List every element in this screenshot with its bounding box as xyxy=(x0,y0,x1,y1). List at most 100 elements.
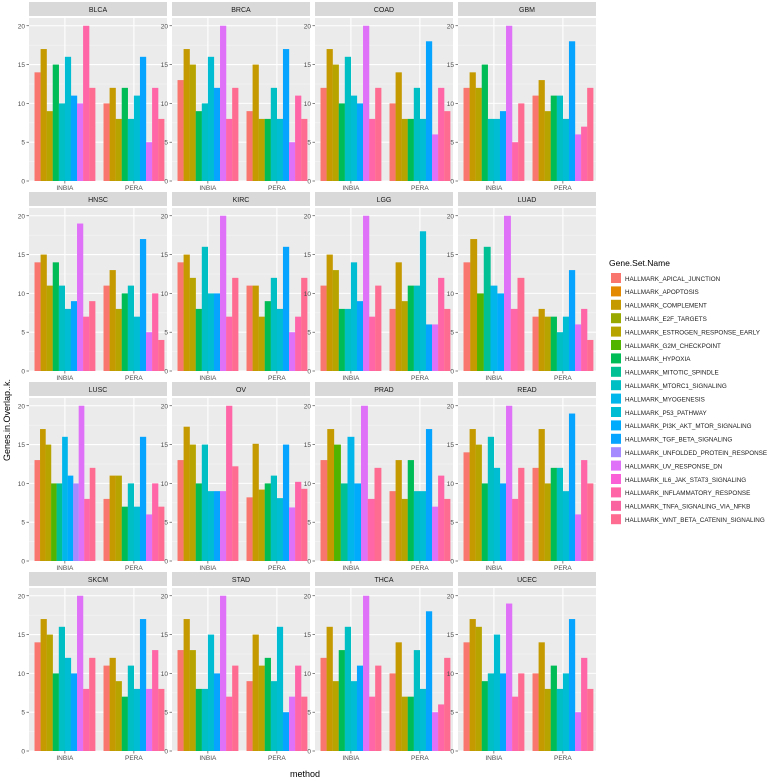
y-tick-label: 20 xyxy=(447,593,455,600)
bar xyxy=(532,467,539,561)
bar xyxy=(407,285,414,371)
bar xyxy=(276,308,284,371)
y-tick-label: 5 xyxy=(164,140,168,147)
bar xyxy=(246,681,253,751)
legend-item: HALLMARK_IL6_JAK_STAT3_SIGNALING xyxy=(611,474,746,484)
bar xyxy=(264,118,271,181)
bar xyxy=(207,293,215,371)
bar xyxy=(83,25,90,182)
y-tick-label: 0 xyxy=(450,749,454,756)
bar xyxy=(487,436,495,561)
bar xyxy=(213,293,221,371)
y-tick-label: 5 xyxy=(450,520,454,527)
facet-strip xyxy=(29,192,167,206)
y-tick-label: 15 xyxy=(304,442,312,449)
bar xyxy=(226,316,233,371)
bar xyxy=(510,308,518,371)
bar xyxy=(389,308,396,371)
y-tick-label: 5 xyxy=(307,330,311,337)
legend-title: Gene.Set.Name xyxy=(609,258,670,268)
bar xyxy=(320,657,327,751)
bar xyxy=(470,239,478,371)
facet-panels: BLCA 0 5 10 15 20 INBIA PERA BRCA 0 5 10 15 20 INBIA PE… xyxy=(18,2,596,762)
bar xyxy=(46,634,53,751)
legend-key xyxy=(611,447,621,458)
bar xyxy=(493,467,501,561)
bar xyxy=(195,111,202,181)
y-tick-label: 5 xyxy=(164,710,168,717)
x-tick-label: PERA xyxy=(411,755,429,762)
bar xyxy=(544,688,551,751)
y-tick-label: 15 xyxy=(161,442,169,449)
bar xyxy=(213,87,221,181)
y-tick-label: 15 xyxy=(161,252,169,259)
bar xyxy=(121,87,128,181)
x-tick-label: INBIA xyxy=(199,375,217,382)
bar xyxy=(258,316,265,371)
bar xyxy=(538,308,545,371)
bar xyxy=(139,56,147,181)
bar xyxy=(587,483,594,561)
bar xyxy=(469,72,476,181)
bar xyxy=(413,87,421,181)
legend-key xyxy=(611,366,621,377)
legend-key xyxy=(611,340,621,350)
x-tick-label: PERA xyxy=(554,375,572,382)
bar xyxy=(432,506,439,561)
bar xyxy=(444,308,451,371)
bar xyxy=(375,87,382,181)
bar xyxy=(469,429,476,561)
y-tick-label: 10 xyxy=(447,291,455,298)
facet-title: LUAD xyxy=(518,197,537,204)
bar xyxy=(177,460,184,561)
bar xyxy=(34,460,41,561)
y-tick-label: 10 xyxy=(447,671,455,678)
bar xyxy=(568,619,576,751)
bar xyxy=(34,642,41,751)
legend-key xyxy=(611,487,621,498)
facet-strip xyxy=(315,382,453,396)
legend-key xyxy=(611,286,621,297)
x-tick-label: PERA xyxy=(268,185,286,192)
bar xyxy=(568,41,576,182)
bar xyxy=(289,142,296,181)
x-tick-label: INBIA xyxy=(199,755,217,762)
bar xyxy=(326,254,333,371)
bar xyxy=(363,595,370,751)
bar xyxy=(320,460,328,561)
bar xyxy=(463,452,470,561)
y-tick-label: 15 xyxy=(161,62,169,69)
y-tick-label: 10 xyxy=(161,671,169,678)
bar xyxy=(46,111,53,181)
x-tick-label: INBIA xyxy=(485,565,503,572)
bar xyxy=(407,460,414,561)
bar xyxy=(207,491,215,561)
y-tick-label: 15 xyxy=(447,632,455,639)
bar xyxy=(363,25,370,182)
bar xyxy=(115,308,122,371)
bar xyxy=(201,444,209,561)
bar xyxy=(177,80,184,181)
legend-key xyxy=(611,380,621,391)
y-tick-label: 15 xyxy=(304,62,312,69)
bar xyxy=(264,301,271,371)
bar xyxy=(469,619,476,751)
bar xyxy=(183,254,190,371)
y-tick-label: 0 xyxy=(450,369,454,376)
y-tick-label: 5 xyxy=(164,520,168,527)
y-tick-label: 20 xyxy=(447,213,455,220)
y-tick-label: 5 xyxy=(450,140,454,147)
bar xyxy=(338,103,345,181)
bar xyxy=(575,324,582,371)
bar xyxy=(152,483,159,561)
bar xyxy=(201,688,209,751)
bar xyxy=(350,95,358,181)
bar xyxy=(52,262,59,371)
legend-key xyxy=(611,273,621,283)
legend-item: HALLMARK_APOPTOSIS xyxy=(611,286,699,297)
facet-panel-stad: STAD 0 5 10 15 20 INBIA PERA xyxy=(161,572,310,762)
y-tick-label: 0 xyxy=(450,559,454,566)
legend-label: HALLMARK_G2M_CHECKPOINT xyxy=(625,343,721,350)
bar xyxy=(389,673,396,751)
y-tick-label: 20 xyxy=(447,403,455,410)
